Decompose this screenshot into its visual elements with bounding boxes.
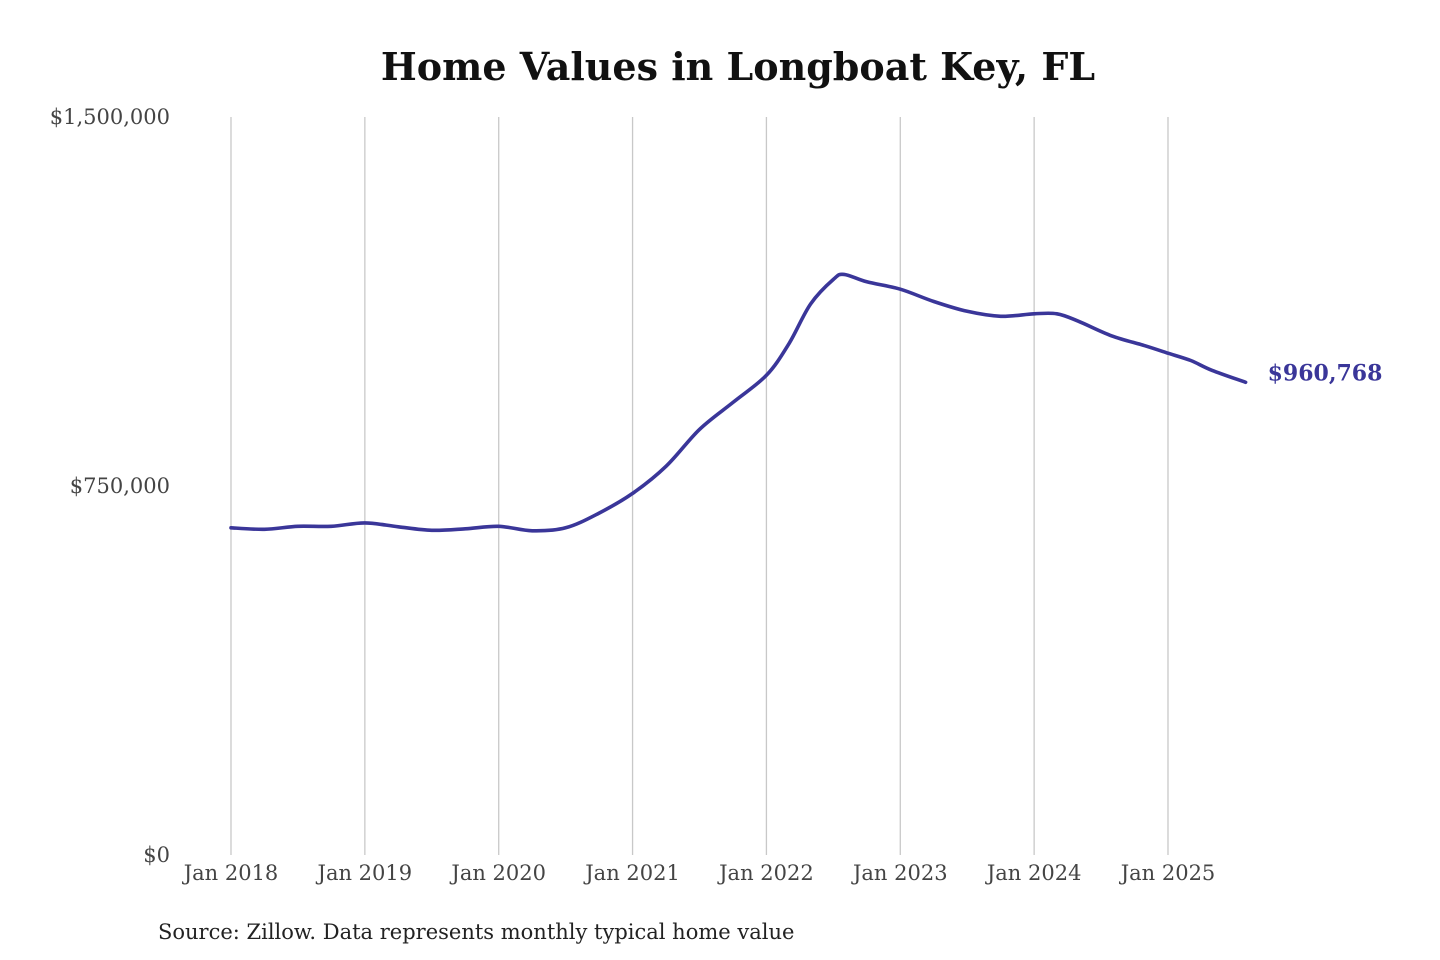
x-tick-label-0: Jan 2018 [182,861,279,885]
y-tick-label-2: $1,500,000 [50,105,170,129]
x-axis-ticks: Jan 2018 Jan 2019 Jan 2020 Jan 2021 Jan 2022… [182,861,1216,885]
end-value-label: $960,768 [1268,360,1383,386]
series-layer [229,272,1248,533]
y-tick-label-0: $0 [143,843,170,867]
x-tick-label-3: Jan 2021 [583,861,680,885]
x-tick-label-5: Jan 2023 [851,861,948,885]
chart-title: Home Values in Longboat Key, FL [381,44,1095,89]
y-tick-label-1: $750,000 [70,474,170,498]
x-tick-label-1: Jan 2019 [316,861,413,885]
x-tick-label-7: Jan 2025 [1119,861,1216,885]
x-tick-label-4: Jan 2022 [717,861,814,885]
source-note: Source: Zillow. Data represents monthly … [158,920,794,944]
grid-lines [230,117,1169,855]
y-axis-ticks: $0 $750,000 $1,500,000 [50,105,170,867]
series-line-0 [229,272,1248,533]
x-tick-label-6: Jan 2024 [985,861,1082,885]
x-tick-label-2: Jan 2020 [449,861,546,885]
